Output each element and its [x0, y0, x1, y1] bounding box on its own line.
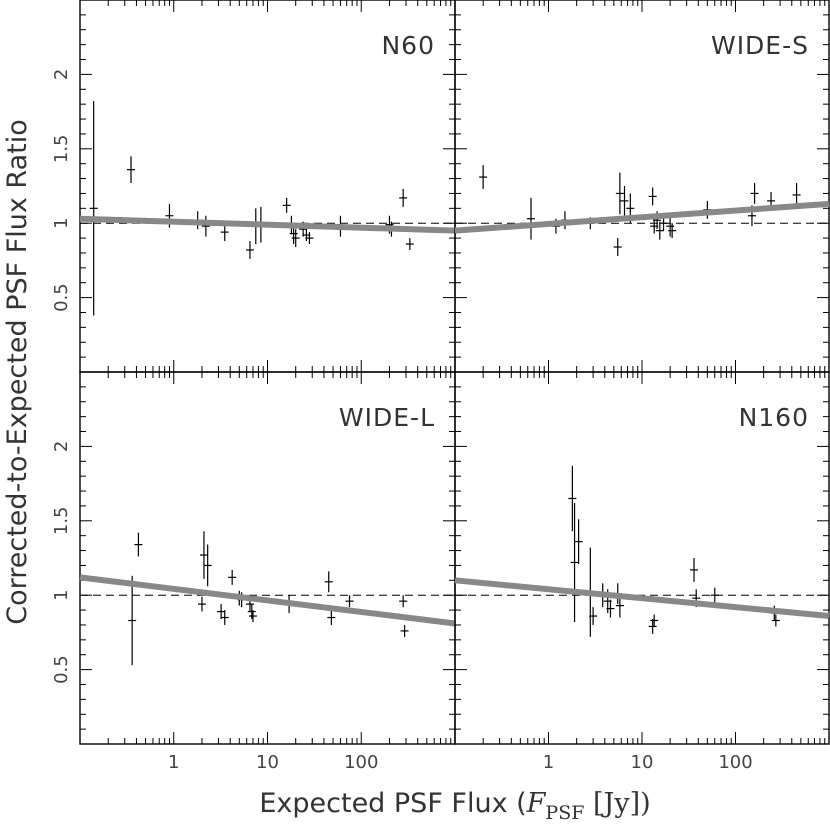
data-point [127, 156, 136, 184]
x-axis-title-prefix: Expected PSF Flux ( [259, 788, 526, 819]
x-tick-label: 10 [256, 752, 279, 773]
data-point [606, 599, 615, 618]
data-point [668, 223, 677, 239]
x-tick-label: 1 [543, 752, 554, 773]
panel-label: N60 [381, 31, 435, 60]
data-point [217, 604, 226, 620]
y-tick-label: 1 [51, 217, 72, 228]
data-point [291, 229, 300, 248]
data-point [324, 571, 333, 593]
data-point [655, 221, 664, 240]
x-axis-title: Expected PSF Flux (FPSF [Jy]) [259, 788, 650, 824]
data-point [399, 595, 408, 608]
data-point [228, 569, 237, 585]
fit-line [79, 574, 456, 627]
panel-label: N160 [739, 403, 809, 432]
fit-line [79, 215, 456, 234]
data-point [345, 595, 354, 608]
data-point [201, 215, 210, 237]
data-point [399, 188, 408, 207]
fit-line [454, 200, 830, 234]
x-tick-label: 10 [631, 752, 654, 773]
data-point [247, 604, 256, 620]
fit-line [454, 577, 830, 620]
panel-label: WIDE-L [339, 403, 435, 432]
panel-wide-l: 0.5 1 1.5 2 1 10 100 WIDE-L [51, 371, 456, 773]
y-tick-label: 0.5 [51, 655, 72, 684]
data-point [248, 610, 257, 622]
data-point [690, 558, 699, 582]
data-point [620, 186, 629, 216]
data-point [89, 101, 98, 316]
data-point [750, 183, 759, 204]
data-point [568, 465, 577, 532]
panel-n160: 1 10 100 N160 [454, 371, 830, 773]
x-tick-label: 1 [168, 752, 179, 773]
data-point [199, 531, 208, 579]
x-axis-title-var: F [526, 788, 547, 819]
data-point [197, 596, 206, 612]
panel-label: WIDE-S [711, 31, 809, 60]
data-point [589, 607, 598, 625]
x-axis-title-unit: [Jy]) [584, 788, 650, 819]
data-point [220, 610, 229, 625]
data-point [650, 614, 659, 627]
data-point [479, 165, 488, 189]
data-point [615, 172, 624, 215]
data-point [327, 610, 336, 625]
y-tick-label: 2 [51, 441, 72, 452]
data-point [613, 238, 622, 256]
y-tick-label: 1.5 [51, 134, 72, 163]
data-point [666, 215, 675, 237]
panels-layer: 0.5 1 1.5 2 N60 WIDE-S 0.5 1 1.5 2 1 10 100 WIDE-L 1 10… [51, 0, 830, 773]
data-point [128, 575, 137, 666]
panel-wide-s: WIDE-S [454, 0, 830, 373]
data-point [710, 587, 719, 603]
y-tick-label: 1 [51, 589, 72, 600]
y-tick-label: 1.5 [51, 506, 72, 535]
y-tick-label: 0.5 [51, 283, 72, 312]
data-point [245, 241, 254, 259]
data-point [134, 532, 143, 557]
y-tick-label: 2 [51, 69, 72, 80]
data-point [648, 187, 657, 206]
data-point [570, 502, 579, 622]
data-point [282, 197, 291, 213]
data-point [771, 614, 780, 627]
x-tick-label: 100 [718, 752, 752, 773]
y-axis-title: Corrected-to-Expected PSF Flux Ratio [2, 119, 33, 625]
data-point [648, 619, 657, 634]
x-axis-title-sub: PSF [545, 802, 584, 824]
panel-n60: 0.5 1 1.5 2 N60 [51, 0, 456, 373]
data-point [574, 519, 583, 564]
data-point [400, 624, 409, 637]
data-point [405, 238, 414, 250]
data-point [203, 544, 212, 587]
data-point [527, 197, 536, 240]
x-tick-label: 100 [344, 752, 378, 773]
data-point [305, 232, 314, 245]
data-point [792, 183, 801, 207]
